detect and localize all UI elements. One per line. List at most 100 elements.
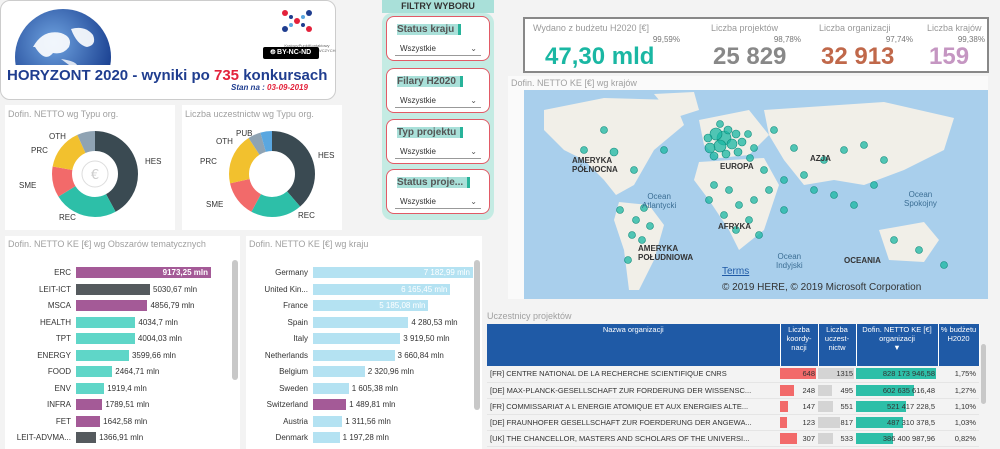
bar[interactable] (313, 399, 347, 410)
areas-scrollbar[interactable] (232, 260, 238, 380)
part-value: 1315 (836, 369, 853, 379)
donut-funding-by-org-type: Dofin. NETTO wg Typu org. € OTH PRC SME … (5, 105, 175, 230)
bar[interactable] (76, 432, 97, 443)
bar-label: France (283, 301, 308, 310)
donut1-chart[interactable]: € (50, 129, 140, 219)
table-row[interactable]: [UK] THE CHANCELLOR, MASTERS AND SCHOLAR… (487, 430, 979, 447)
bar[interactable] (313, 415, 343, 427)
donut2-title: Liczba uczestnictw wg Typu org. (185, 109, 314, 119)
fund-bar (856, 432, 894, 444)
filter-status-projektu-select[interactable]: Wszystkie ⌄ (395, 194, 481, 209)
column-header-coord[interactable]: Liczba koordy-nacji (780, 324, 819, 366)
donut1-slice-sme[interactable] (52, 131, 138, 217)
fund-cell: 602 635 616,48 (856, 382, 938, 399)
bar[interactable] (313, 432, 340, 443)
fund-value: 828 173 946,58 (882, 369, 935, 379)
kpi-countries-label: Liczba krajów (927, 23, 982, 33)
bar-value: 7 182,99 mln (423, 268, 470, 277)
bar[interactable] (76, 300, 148, 311)
filter-status-kraju-select[interactable]: Wszystkie ⌄ (395, 41, 481, 56)
participants-title: Uczestnicy projektów (487, 311, 572, 321)
table-row[interactable]: [FR] COMMISSARIAT A L ENERGIE ATOMIQUE E… (487, 398, 979, 415)
bar[interactable] (313, 349, 395, 361)
column-header-part[interactable]: Liczba uczest-nictw (818, 324, 857, 366)
donut2-slice-pub[interactable] (229, 131, 315, 217)
donut2-slice-prc[interactable] (229, 131, 315, 217)
bar-value: 2464,71 mln (115, 367, 160, 376)
coord-bar (780, 384, 794, 396)
pct-value: 1,75% (938, 366, 979, 383)
bar[interactable] (76, 415, 101, 427)
map-label-indian-ocean: Ocean Indyjski (776, 252, 803, 270)
table-row[interactable]: [DE] MAX-PLANCK-GESELLSCHAFT ZUR FORDERU… (487, 382, 979, 399)
donut1-title: Dofin. NETTO wg Typu org. (8, 109, 119, 119)
part-bar (818, 400, 834, 412)
bar[interactable] (313, 382, 349, 394)
fund-value: 602 635 616,48 (882, 385, 935, 395)
bar-label: INFRA (47, 400, 71, 409)
bar[interactable] (76, 333, 135, 344)
kpi-orgs-value: 32 913 (821, 43, 895, 70)
bar[interactable] (313, 267, 473, 278)
kpi-budget-pct: 99,59% (652, 35, 680, 44)
bar[interactable] (76, 382, 105, 394)
bar-value: 2 320,96 mln (367, 367, 414, 376)
bar-value: 1789,51 mln (105, 400, 150, 409)
donut2-label-hes: HES (318, 151, 335, 160)
title-prefix: HORYZONT 2020 (7, 67, 129, 84)
donut1-slice-rec[interactable] (52, 131, 138, 217)
world-map[interactable] (524, 90, 988, 299)
fund-header-text: Dofin. NETTO KE [€] organizacji (862, 325, 932, 343)
countries-scrollbar[interactable] (474, 260, 480, 410)
bar[interactable] (76, 399, 103, 410)
donut2-chart[interactable] (227, 129, 317, 219)
part-cell: 1315 (818, 366, 856, 383)
bar[interactable] (76, 267, 211, 278)
contest-count: 735 (214, 67, 240, 84)
table-row[interactable]: [FR] CENTRE NATIONAL DE LA RECHERCHE SCI… (487, 366, 979, 383)
table-scrollbar[interactable] (981, 344, 986, 404)
fund-bar (856, 400, 907, 412)
donut2-slice-rec[interactable] (229, 131, 315, 217)
bar[interactable] (76, 283, 151, 295)
table-row[interactable]: [DE] FRAUNHOFER GESELLSCHAFT ZUR FOERDER… (487, 414, 979, 431)
donut1-slice-oth[interactable] (52, 131, 138, 217)
column-header-fund[interactable]: Dofin. NETTO KE [€] organizacji ▼ (856, 324, 939, 366)
fund-value: 487 310 378,5 (887, 417, 935, 427)
bar[interactable] (76, 366, 113, 377)
bar[interactable] (313, 366, 365, 377)
pct-value: 1,10% (938, 398, 979, 415)
fund-bar (856, 384, 915, 396)
bar[interactable] (313, 333, 401, 344)
coord-bar (780, 368, 816, 379)
bar-value: 4004,03 mln (137, 334, 182, 343)
part-bar (818, 416, 841, 428)
part-cell: 551 (818, 398, 856, 415)
bar-value: 1642,58 mln (103, 416, 148, 426)
fund-cell: 521 417 228,5 (856, 398, 938, 415)
column-header-pct[interactable]: % budżetu H2020 (938, 324, 980, 366)
bar[interactable] (76, 349, 129, 361)
stan-label: Stan na : (231, 83, 265, 92)
donut2-label-prc: PRC (200, 157, 217, 166)
bar-value: 1 489,81 mln (349, 400, 396, 409)
sort-desc-icon: ▼ (893, 343, 901, 352)
filter-typ-projektu-select[interactable]: Wszystkie ⌄ (395, 144, 481, 159)
map-terms-link[interactable]: Terms (722, 266, 750, 277)
bar[interactable] (313, 316, 409, 328)
bar[interactable] (313, 283, 451, 295)
bar[interactable] (313, 300, 429, 311)
filter-filary-select[interactable]: Wszystkie ⌄ (395, 93, 481, 108)
filter-typ-projektu: Typ projektu Wszystkie ⌄ (386, 119, 490, 164)
bar-value: 5 185,08 mln (379, 301, 426, 310)
filter-value: Wszystkie (400, 96, 436, 105)
license-text: BY-NC-ND (277, 49, 312, 56)
org-name: [DE] FRAUNHOFER GESELLSCHAFT ZUR FOERDER… (487, 414, 780, 431)
pct-value: 1,27% (938, 382, 979, 399)
countries-title: Dofin. NETTO KE [€] wg kraju (249, 239, 369, 249)
bar-label: United Kin... (264, 284, 308, 294)
column-header-name[interactable]: Nazwa organizacji (487, 324, 781, 366)
bar[interactable] (76, 316, 136, 328)
map-label-north-america: AMERYKA PÓŁNOCNA (572, 156, 618, 174)
part-cell: 533 (818, 430, 856, 447)
